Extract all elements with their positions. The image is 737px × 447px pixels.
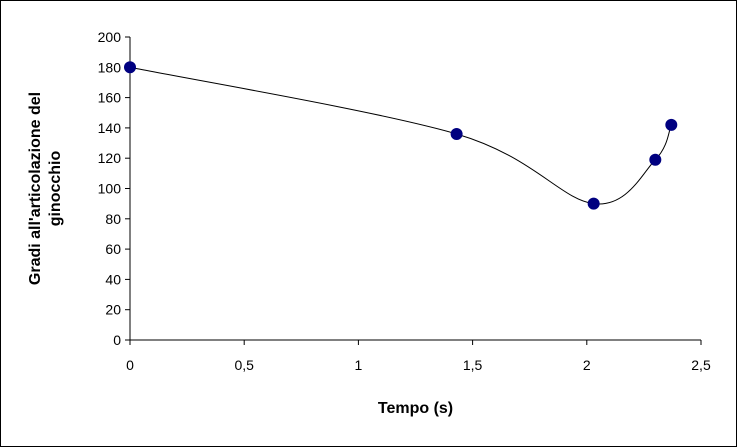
data-point (124, 61, 136, 74)
y-tick-label: 180 (98, 59, 122, 75)
y-tick-label: 20 (105, 302, 121, 318)
y-tick-label: 0 (113, 332, 121, 348)
x-tick-label: 1 (355, 357, 363, 373)
x-tick-label: 2 (583, 357, 591, 373)
y-tick-label: 140 (98, 120, 122, 136)
data-point (587, 197, 600, 210)
y-tick-label: 120 (98, 150, 122, 166)
x-tick-label: 0,5 (234, 357, 254, 373)
y-axis-title-line: Gradi all'articolazione del (27, 92, 44, 285)
data-point (450, 127, 463, 140)
x-tick-label: 0 (126, 357, 134, 373)
data-point (649, 153, 662, 166)
ticks: 0 20 40 60 80 100 120 140 160 180 200 0 0,5 1 1,5 2 2,5 (98, 29, 711, 373)
y-tick-label: 160 (98, 90, 122, 106)
x-tick-label: 2,5 (691, 357, 711, 373)
y-tick-label: 60 (105, 241, 121, 257)
y-tick-label: 200 (98, 29, 122, 45)
y-axis-title: Gradi all'articolazione del ginocchio (27, 92, 64, 285)
axes (129, 37, 701, 341)
y-tick-label: 100 (98, 181, 122, 197)
series-smooth-line (129, 66, 672, 205)
y-axis-title-line: ginocchio (47, 151, 64, 227)
x-axis-title: Tempo (s) (378, 400, 453, 417)
y-tick-label: 40 (105, 271, 121, 287)
y-tick-label: 80 (105, 211, 121, 227)
x-tick-label: 1,5 (463, 357, 483, 373)
data-points (124, 61, 678, 210)
data-point (665, 118, 678, 131)
